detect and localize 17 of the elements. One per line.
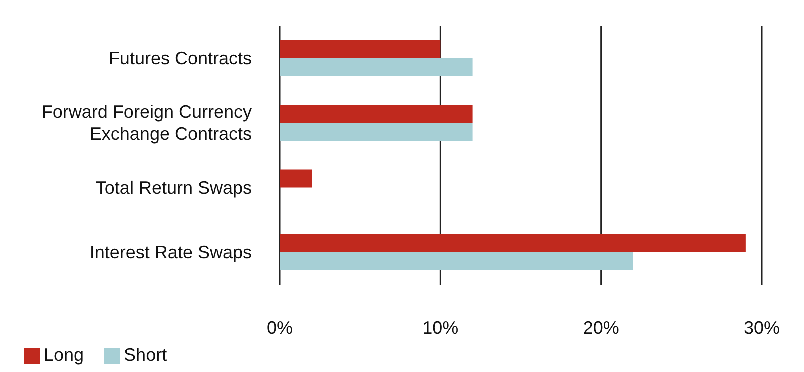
x-tick-label: 0%: [266, 318, 294, 338]
y-tick-label: Forward Foreign Currency Exchange Contracts: [42, 102, 252, 144]
bar: [280, 170, 312, 188]
bar: [280, 58, 473, 76]
bar: [280, 40, 441, 58]
bar: [280, 234, 746, 252]
y-tick-label: Total Return Swaps: [96, 178, 252, 198]
y-tick-label: Futures Contracts: [108, 48, 252, 68]
bar: [280, 104, 473, 123]
legend-label: Short: [124, 345, 168, 365]
x-tick-label: 10%: [422, 318, 459, 338]
x-tick-label: 20%: [583, 318, 620, 338]
bar: [280, 122, 473, 141]
bar: [280, 252, 634, 270]
legend-label: Long: [44, 345, 84, 365]
y-tick-label: Interest Rate Swaps: [90, 242, 252, 263]
x-tick-label: 30%: [744, 318, 780, 338]
